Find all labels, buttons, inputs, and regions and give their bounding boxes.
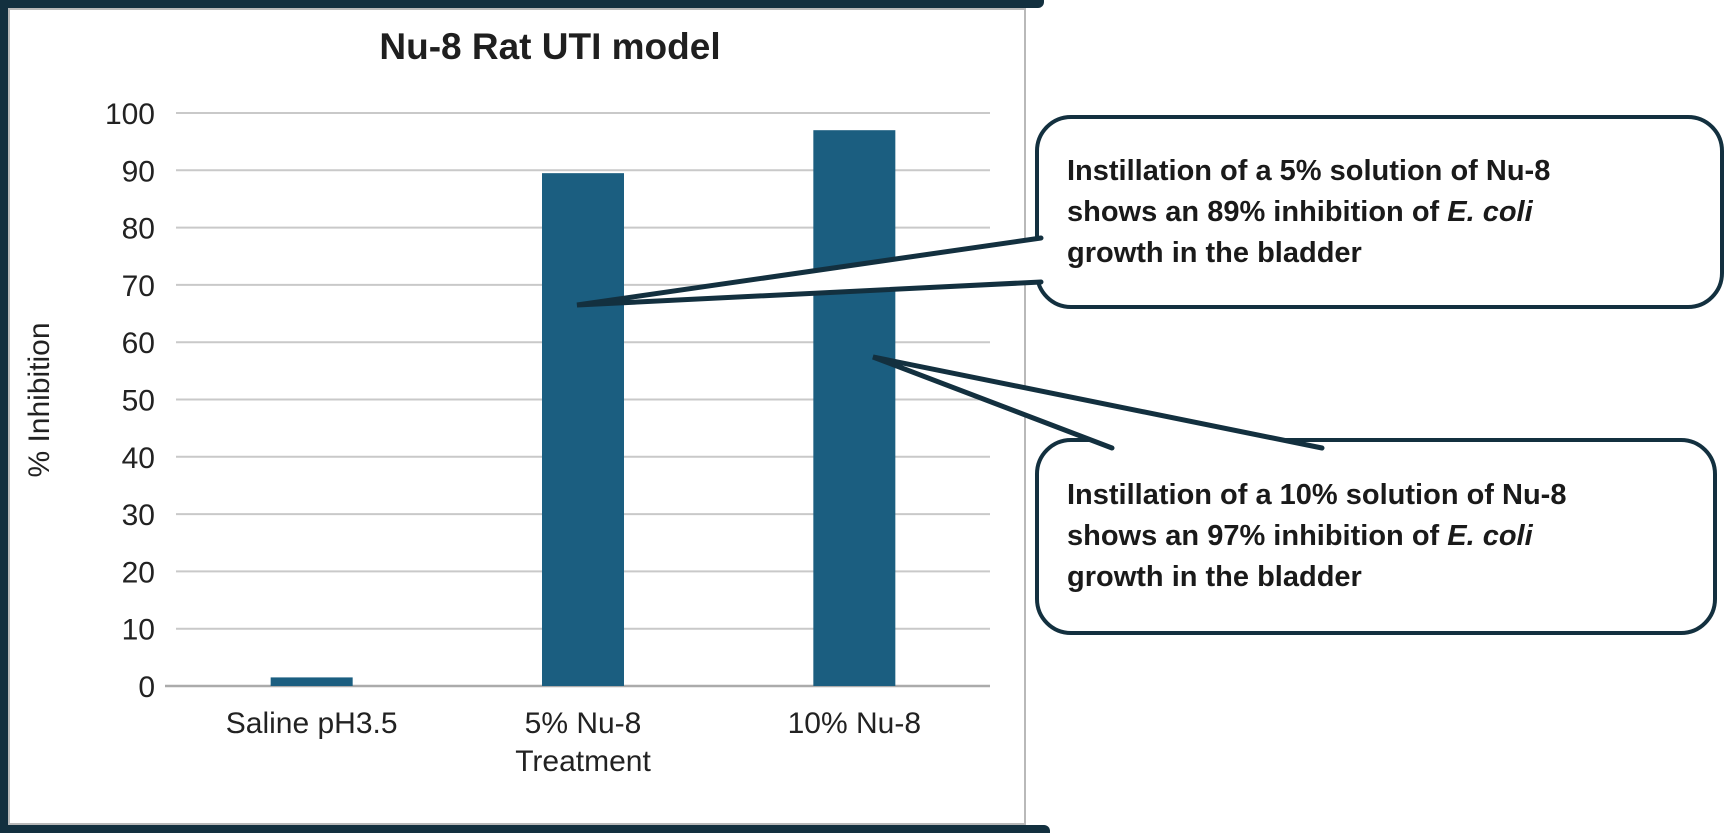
callout-5pct-line3: growth in the bladder (1067, 236, 1362, 269)
callout-5pct-line2: shows an 89% inhibition of E. coli (1067, 195, 1533, 228)
frame-left-border (0, 0, 8, 833)
callout-10pct-line2: shows an 97% inhibition of E. coli (1067, 520, 1533, 552)
e-coli-italic: E. coli (1447, 195, 1533, 228)
chart-title: Nu-8 Rat UTI model (379, 26, 721, 67)
y-axis-label: % Inhibition (23, 322, 56, 478)
e-coli-italic: E. coli (1447, 520, 1533, 552)
callout-10pct-line3: growth in the bladder (1067, 561, 1362, 593)
x-axis-label: Treatment (515, 745, 651, 778)
frame-top-border (0, 0, 1044, 8)
callout-10pct-line1: Instillation of a 10% solution of Nu-8 (1067, 479, 1567, 511)
chart-panel (8, 8, 1026, 825)
callout-5pct-line1: Instillation of a 5% solution of Nu-8 (1067, 154, 1551, 187)
frame-bottom-border (0, 825, 1050, 833)
callout-5pct: Instillation of a 5% solution of Nu-8 sh… (1035, 115, 1724, 309)
callout-10pct: Instillation of a 10% solution of Nu-8 s… (1035, 438, 1717, 635)
